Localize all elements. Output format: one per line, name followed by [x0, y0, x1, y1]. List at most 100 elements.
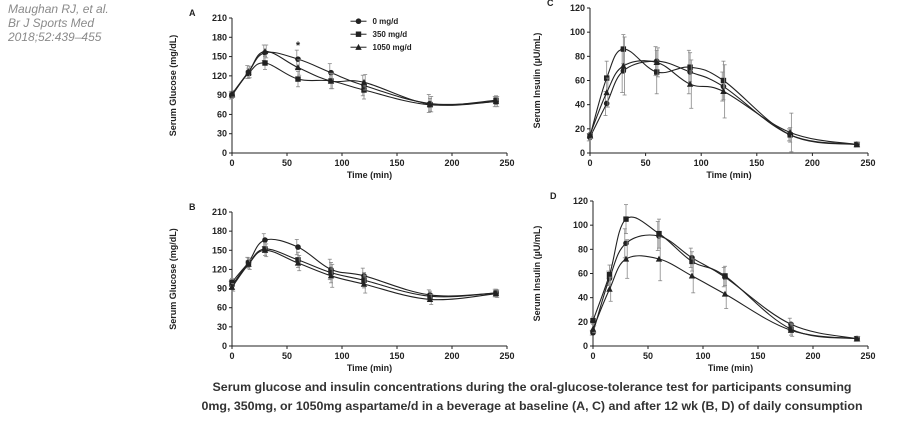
- citation: Maughan RJ, et al. Br J Sports Med 2018;…: [8, 2, 109, 44]
- significance-annotation: *: [296, 40, 301, 52]
- y-tick-label: 120: [570, 3, 585, 13]
- data-point: [606, 272, 613, 278]
- y-tick-label: 40: [578, 293, 588, 303]
- legend-label: 0 mg/d: [373, 17, 399, 26]
- data-point: [361, 277, 367, 283]
- y-tick-label: 0: [222, 341, 227, 351]
- data-point: [623, 216, 629, 222]
- data-point: [654, 69, 660, 75]
- y-tick-label: 100: [570, 27, 585, 37]
- x-tick-label: 200: [444, 158, 459, 168]
- y-tick-label: 30: [217, 129, 227, 139]
- data-point: [426, 296, 434, 303]
- x-tick-label: 100: [694, 158, 709, 168]
- x-tick-label: 50: [282, 158, 292, 168]
- data-point: [492, 98, 500, 105]
- data-point: [245, 68, 252, 75]
- data-point: [360, 280, 368, 287]
- y-tick-label: 120: [573, 196, 588, 206]
- data-point: [687, 64, 693, 70]
- data-point: [622, 255, 630, 262]
- data-point: [295, 244, 301, 250]
- data-point: [689, 258, 695, 265]
- data-point: [294, 259, 302, 266]
- panel-label: A: [189, 8, 196, 18]
- data-point: [492, 290, 500, 297]
- legend-marker-triangle: [355, 43, 362, 50]
- data-point: [688, 272, 696, 279]
- y-tick-label: 80: [578, 244, 588, 254]
- series-1050-mg-d: [228, 44, 500, 113]
- y-axis-label: Serum Insulin (µU/mL): [532, 226, 542, 322]
- y-tick-label: 90: [217, 284, 227, 294]
- chart-panel-c: 0 20 40 60 80 100 120 0 50 100 150 200 250 Time (min)…: [532, 0, 876, 180]
- x-tick-label: 100: [334, 351, 349, 361]
- y-tick-label: 120: [212, 264, 227, 274]
- data-point: [787, 326, 795, 333]
- x-tick-label: 50: [641, 158, 651, 168]
- data-point: [294, 64, 302, 71]
- x-tick-label: 200: [805, 158, 820, 168]
- y-tick-label: 180: [212, 32, 227, 42]
- data-point: [720, 77, 727, 84]
- x-axis-label: Time (min): [706, 170, 751, 180]
- y-tick-label: 60: [575, 76, 585, 86]
- x-tick-label: 150: [389, 158, 404, 168]
- y-tick-label: 120: [212, 71, 227, 81]
- series-1050-mg-d: [586, 36, 861, 153]
- data-point: [295, 56, 301, 62]
- x-tick-label: 250: [499, 351, 514, 361]
- panel-label: D: [550, 191, 557, 201]
- y-tick-label: 210: [212, 13, 227, 23]
- chart-panel-a: 0 30 60 90 120 150 180 210 0 50 100 150 200 250 Time (…: [168, 8, 515, 180]
- x-tick-label: 250: [499, 158, 514, 168]
- series-1050-mg-d: [228, 243, 500, 305]
- x-axis-label: Time (min): [708, 363, 753, 373]
- x-tick-label: 0: [587, 158, 592, 168]
- data-point: [245, 260, 252, 267]
- y-tick-label: 60: [217, 303, 227, 313]
- data-point: [623, 240, 629, 247]
- caption-line-2: 0mg, 350mg, or 1050mg aspartame/d in a b…: [201, 399, 863, 413]
- data-point: [720, 87, 727, 94]
- data-point: [606, 285, 613, 292]
- chart-panel-d: 0 20 40 60 80 100 120 0 50 100 150 200 250 Time (min)…: [532, 191, 876, 373]
- legend-label: 1050 mg/d: [373, 43, 412, 52]
- y-tick-label: 60: [217, 109, 227, 119]
- x-tick-label: 150: [749, 158, 764, 168]
- series-350-mg-d: [590, 204, 860, 342]
- citation-volume: 2018;52:439–455: [8, 30, 102, 44]
- x-axis-label: Time (min): [347, 170, 392, 180]
- data-point: [327, 272, 335, 279]
- y-tick-label: 180: [212, 226, 227, 236]
- y-axis-label: Serum Glucose (mg/dL): [168, 228, 178, 330]
- y-tick-label: 20: [578, 317, 588, 327]
- y-tick-label: 80: [575, 51, 585, 61]
- data-point: [228, 90, 236, 97]
- data-point: [295, 76, 301, 82]
- x-tick-label: 100: [695, 351, 710, 361]
- y-axis-label: Serum Insulin (µU/mL): [532, 33, 542, 129]
- data-point: [229, 279, 235, 285]
- data-point: [603, 100, 610, 107]
- y-tick-label: 90: [217, 90, 227, 100]
- data-point: [360, 78, 368, 85]
- citation-journal: Br J Sports Med: [8, 16, 95, 30]
- data-point: [262, 60, 268, 66]
- x-tick-label: 0: [590, 351, 595, 361]
- y-tick-label: 60: [578, 269, 588, 279]
- figure-caption: Serum glucose and insulin concentrations…: [176, 378, 888, 416]
- data-point: [722, 273, 728, 279]
- data-point: [620, 68, 627, 74]
- x-tick-label: 200: [444, 351, 459, 361]
- y-tick-label: 0: [583, 341, 588, 351]
- series-0-mg-d: [228, 44, 499, 113]
- x-tick-label: 250: [860, 351, 875, 361]
- series-1050-mg-d: [589, 236, 861, 342]
- x-tick-label: 0: [229, 351, 234, 361]
- x-tick-label: 150: [750, 351, 765, 361]
- y-axis-label: Serum Glucose (mg/dL): [168, 35, 178, 137]
- x-tick-label: 50: [643, 351, 653, 361]
- data-point: [586, 131, 594, 138]
- data-point: [620, 46, 627, 52]
